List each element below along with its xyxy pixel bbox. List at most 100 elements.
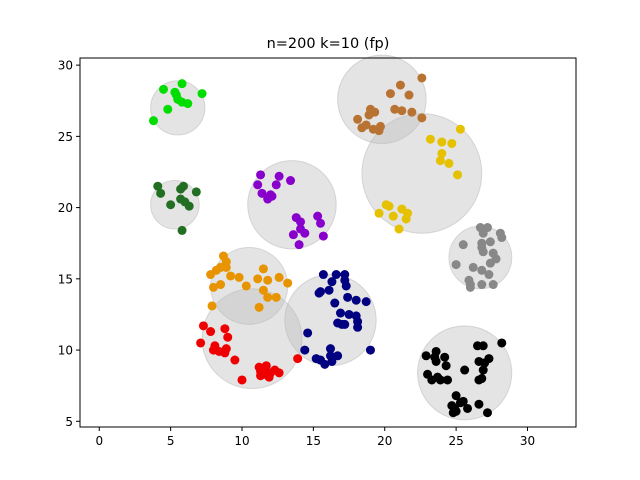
- data-point: [341, 281, 351, 291]
- data-point: [177, 79, 187, 89]
- data-point: [163, 104, 173, 114]
- data-point: [497, 233, 507, 243]
- data-point: [480, 358, 490, 368]
- data-point: [314, 288, 324, 298]
- data-point: [394, 224, 404, 234]
- data-point: [263, 275, 273, 285]
- data-point: [484, 270, 494, 280]
- data-point: [351, 295, 361, 305]
- data-point: [197, 89, 207, 99]
- x-tick-label: 5: [167, 434, 175, 448]
- data-point: [237, 375, 247, 385]
- data-point: [234, 272, 244, 282]
- x-tick-label: 0: [95, 434, 103, 448]
- data-point: [303, 328, 313, 338]
- data-point: [196, 338, 206, 348]
- data-point: [325, 344, 335, 354]
- data-point: [395, 80, 405, 90]
- data-point: [455, 398, 465, 408]
- y-axis: 5 10 15 20 25 30: [58, 59, 80, 429]
- data-point: [156, 188, 166, 198]
- data-point: [294, 240, 304, 250]
- data-point: [183, 99, 193, 109]
- data-point: [463, 403, 473, 413]
- data-point: [153, 181, 163, 191]
- data-point: [206, 270, 216, 280]
- data-point: [421, 351, 431, 361]
- data-point: [216, 280, 226, 290]
- data-point: [158, 84, 168, 94]
- y-tick-label: 20: [58, 201, 73, 215]
- data-point: [333, 351, 343, 361]
- data-point: [271, 292, 281, 302]
- data-point: [166, 200, 176, 210]
- data-point: [171, 90, 181, 100]
- data-point: [401, 214, 411, 224]
- data-point: [300, 228, 310, 238]
- data-point: [220, 324, 230, 334]
- data-point: [288, 230, 298, 240]
- data-point: [286, 176, 296, 186]
- data-point: [274, 272, 284, 282]
- data-point: [353, 114, 363, 124]
- data-point: [477, 265, 487, 275]
- data-point: [206, 327, 216, 337]
- data-point: [208, 282, 218, 292]
- data-point: [497, 338, 507, 348]
- data-point: [221, 262, 231, 272]
- data-point: [435, 375, 445, 385]
- data-point: [365, 345, 375, 355]
- data-point: [437, 137, 447, 147]
- data-point: [468, 262, 478, 272]
- y-tick-label: 25: [58, 130, 73, 144]
- data-point: [176, 184, 186, 194]
- x-tick-label: 25: [448, 434, 463, 448]
- data-point: [327, 356, 337, 366]
- data-point: [361, 297, 371, 307]
- data-point: [226, 271, 236, 281]
- data-point: [207, 301, 217, 311]
- data-point: [343, 292, 353, 302]
- data-point: [427, 375, 437, 385]
- data-point: [441, 361, 451, 371]
- data-point: [324, 285, 334, 295]
- data-point: [327, 277, 337, 287]
- y-tick-label: 10: [58, 344, 73, 358]
- data-point: [230, 355, 240, 365]
- data-point: [191, 187, 201, 197]
- data-point: [357, 123, 367, 133]
- data-point: [293, 354, 303, 364]
- data-point: [253, 180, 263, 190]
- data-point: [451, 260, 461, 270]
- data-point: [353, 322, 363, 332]
- data-point: [344, 309, 354, 319]
- data-point: [388, 211, 398, 221]
- data-point: [458, 240, 468, 250]
- data-point: [453, 170, 463, 180]
- data-point: [177, 225, 187, 235]
- data-point: [313, 211, 323, 221]
- data-point: [149, 116, 159, 126]
- x-tick-label: 30: [520, 434, 535, 448]
- data-point: [435, 156, 445, 166]
- data-point: [316, 218, 326, 228]
- data-point: [404, 90, 414, 100]
- data-point: [374, 126, 384, 136]
- data-point: [300, 345, 310, 355]
- data-point: [491, 254, 501, 264]
- data-point: [253, 274, 263, 284]
- data-point: [474, 399, 484, 409]
- data-point: [417, 73, 427, 83]
- data-point: [258, 285, 268, 295]
- data-point: [417, 113, 427, 123]
- data-point: [390, 104, 400, 114]
- data-point: [283, 278, 293, 288]
- data-points: [149, 73, 507, 418]
- data-point: [455, 124, 465, 134]
- data-point: [425, 134, 435, 144]
- data-point: [267, 191, 277, 201]
- data-point: [483, 408, 493, 418]
- data-point: [271, 180, 281, 190]
- data-point: [478, 365, 488, 375]
